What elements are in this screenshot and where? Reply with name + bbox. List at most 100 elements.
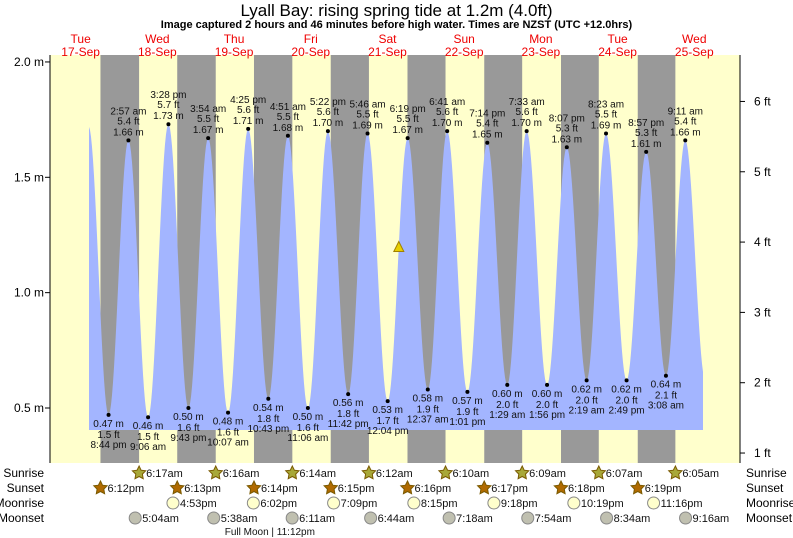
low-tide-height-m: 0.60 m — [492, 389, 523, 400]
high-tide-time: 5:22 pm — [310, 97, 346, 108]
low-tide-height-m: 0.47 m — [93, 419, 124, 430]
moonset-time: 6:44am — [378, 513, 415, 525]
low-tide-height-ft: 1.6 ft — [217, 428, 239, 439]
full-moon-label: Full Moon | 11:12pm — [225, 527, 315, 538]
day-of-week-label: Sun — [453, 32, 474, 46]
sunrise-time: 6:07am — [606, 468, 643, 480]
moonrise-time: 9:18pm — [501, 498, 538, 510]
day-of-week-label: Mon — [529, 32, 552, 46]
sunrise-time: 6:05am — [682, 468, 719, 480]
high-tide-point — [683, 138, 688, 143]
sunset-icon — [476, 479, 492, 495]
moonrise-time: 8:15pm — [421, 498, 458, 510]
moonrise-icon — [327, 496, 341, 510]
high-tide-height-ft: 5.6 ft — [516, 107, 538, 118]
low-tide-time: 10:07 am — [207, 438, 249, 449]
low-tide-height-m: 0.64 m — [651, 380, 682, 391]
low-tide-height-m: 0.58 m — [412, 394, 443, 405]
high-tide-time: 4:51 am — [270, 102, 306, 113]
low-tide-point — [146, 415, 151, 420]
high-tide-height-ft: 5.5 ft — [397, 114, 419, 125]
high-tide-point — [405, 136, 410, 141]
day-of-week-label: Thu — [224, 32, 245, 46]
high-tide-point — [285, 133, 290, 138]
date-label: 25-Sep — [675, 45, 714, 59]
low-tide-time: 9:43 pm — [170, 433, 206, 444]
sunrise-icon — [667, 464, 684, 480]
low-tide-point — [584, 378, 589, 383]
high-tide-point — [166, 122, 171, 127]
high-tide-height-ft: 5.5 ft — [197, 114, 219, 125]
low-tide-height-ft: 1.6 ft — [177, 423, 199, 434]
low-tide-time: 11:42 pm — [328, 419, 369, 430]
high-tide-point — [564, 145, 569, 150]
high-tide-height-m: 1.66 m — [670, 127, 701, 138]
left-tick-label: 0.5 m — [14, 401, 44, 415]
high-tide-time: 8:07 pm — [549, 113, 585, 124]
high-tide-time: 7:14 pm — [469, 109, 505, 120]
low-tide-time: 8:44 pm — [90, 440, 126, 451]
low-tide-height-ft: 2.1 ft — [655, 391, 677, 402]
low-tide-point — [545, 382, 550, 387]
low-tide-time: 10:43 pm — [247, 424, 289, 435]
moonset-label-right: Moonset — [746, 511, 793, 525]
low-tide-height-ft: 1.8 ft — [337, 409, 359, 420]
low-tide-point — [305, 406, 310, 410]
low-tide-height-ft: 2.0 ft — [615, 395, 637, 406]
low-tide-height-ft: 1.7 ft — [377, 416, 399, 427]
high-tide-height-ft: 5.5 ft — [356, 109, 378, 120]
day-of-week-label: Fri — [304, 32, 318, 46]
high-tide-point — [604, 131, 609, 136]
moonset-icon — [442, 511, 456, 525]
low-tide-time: 2:19 am — [569, 405, 605, 416]
low-tide-height-ft: 1.5 ft — [137, 432, 159, 443]
date-label: 18-Sep — [138, 45, 177, 59]
moonrise-time: 4:53pm — [180, 498, 217, 510]
high-tide-height-ft: 5.4 ft — [117, 116, 139, 127]
moonset-time: 5:38am — [221, 513, 258, 525]
chart-title: Lyall Bay: rising spring tide at 1.2m (4… — [240, 1, 553, 20]
low-tide-height-ft: 1.5 ft — [97, 430, 119, 441]
high-tide-height-ft: 5.4 ft — [476, 119, 498, 130]
low-tide-height-m: 0.46 m — [133, 421, 164, 432]
date-label: 23-Sep — [522, 45, 561, 59]
low-tide-point — [106, 412, 111, 417]
low-tide-height-ft: 2.0 ft — [576, 395, 598, 406]
moonset-icon — [679, 511, 693, 525]
low-tide-point — [226, 410, 231, 415]
high-tide-time: 5:46 am — [349, 99, 385, 110]
moonrise-time: 6:02pm — [260, 498, 297, 510]
low-tide-point — [624, 378, 629, 383]
high-tide-height-m: 1.66 m — [113, 127, 144, 138]
sunset-label-right: Sunset — [746, 481, 784, 495]
sunset-icon — [169, 479, 185, 495]
high-tide-height-ft: 5.5 ft — [595, 109, 617, 120]
sunrise-icon — [437, 464, 454, 480]
sunrise-label-right: Sunrise — [746, 466, 787, 480]
low-tide-height-m: 0.54 m — [253, 403, 284, 414]
high-tide-height-m: 1.73 m — [153, 111, 184, 122]
right-tick-label: 6 ft — [754, 94, 771, 108]
low-tide-point — [465, 389, 470, 394]
moonset-icon — [207, 511, 221, 525]
moonset-time: 8:34am — [614, 513, 651, 525]
high-tide-height-ft: 5.6 ft — [237, 105, 259, 116]
moonset-icon — [521, 511, 535, 525]
high-tide-height-m: 1.67 m — [193, 125, 224, 136]
high-tide-point — [365, 131, 370, 136]
high-tide-point — [325, 129, 330, 134]
low-tide-height-ft: 1.6 ft — [297, 423, 319, 434]
low-tide-height-ft: 1.9 ft — [417, 405, 439, 416]
high-tide-point — [126, 138, 131, 143]
high-tide-height-m: 1.70 m — [313, 118, 344, 129]
day-of-week-label: Tue — [607, 32, 628, 46]
high-tide-point — [445, 129, 450, 134]
low-tide-height-m: 0.62 m — [571, 384, 602, 395]
moonrise-time: 10:19pm — [581, 498, 624, 510]
date-label: 20-Sep — [291, 45, 330, 59]
moonrise-icon — [647, 496, 661, 510]
low-tide-height-m: 0.50 m — [293, 412, 324, 423]
high-tide-height-m: 1.61 m — [631, 139, 662, 150]
high-tide-height-m: 1.70 m — [432, 118, 463, 129]
